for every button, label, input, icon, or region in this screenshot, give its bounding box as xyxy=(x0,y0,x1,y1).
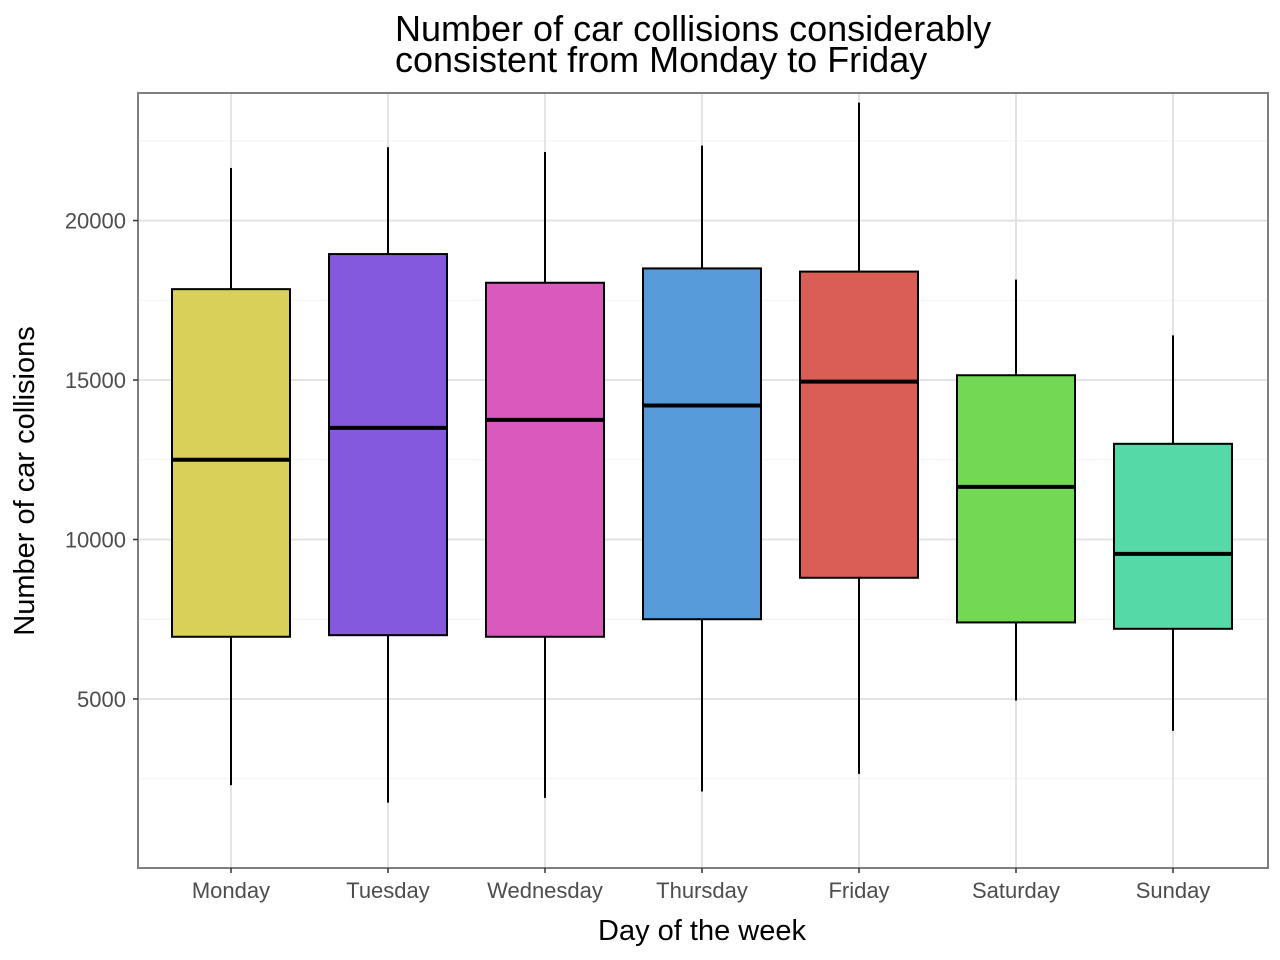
box-tuesday xyxy=(328,147,448,803)
x-tick-label: Friday xyxy=(828,878,889,903)
y-axis: 5000 10000 15000 20000 xyxy=(65,209,138,712)
box-wednesday xyxy=(485,152,605,798)
iqr-box xyxy=(171,288,291,638)
box-sunday xyxy=(1113,335,1233,731)
y-axis-title: Number of car collisions xyxy=(9,326,41,635)
y-tick-label: 15000 xyxy=(65,368,126,393)
x-tick-label: Monday xyxy=(192,878,270,903)
box-thursday xyxy=(642,145,762,792)
x-tick-label: Tuesday xyxy=(346,878,430,903)
y-tick-label: 10000 xyxy=(65,528,126,553)
x-tick-label: Sunday xyxy=(1136,878,1211,903)
plot-border xyxy=(137,92,1269,869)
box-monday xyxy=(171,167,291,786)
iqr-box xyxy=(956,374,1076,624)
y-tick-label: 5000 xyxy=(77,687,126,712)
iqr-box xyxy=(485,281,605,638)
chart-title-line-1: Number of car collisions considerably xyxy=(395,8,991,49)
iqr-box xyxy=(799,270,919,579)
iqr-box xyxy=(1113,442,1233,630)
box-saturday xyxy=(956,279,1076,701)
box-friday xyxy=(799,102,919,774)
y-tick-label: 20000 xyxy=(65,209,126,234)
box-series xyxy=(171,102,1233,803)
chart-title-line-2: consistent from Monday to Friday xyxy=(395,39,927,80)
iqr-box xyxy=(328,253,448,637)
x-tick-label: Thursday xyxy=(656,878,748,903)
x-axis-title: Day of the week xyxy=(598,915,806,947)
x-tick-label: Wednesday xyxy=(487,878,603,903)
iqr-box xyxy=(642,267,762,621)
x-axis: Monday Tuesday Wednesday Thursday Friday Satu… xyxy=(192,868,1210,903)
x-tick-label: Saturday xyxy=(972,878,1060,903)
